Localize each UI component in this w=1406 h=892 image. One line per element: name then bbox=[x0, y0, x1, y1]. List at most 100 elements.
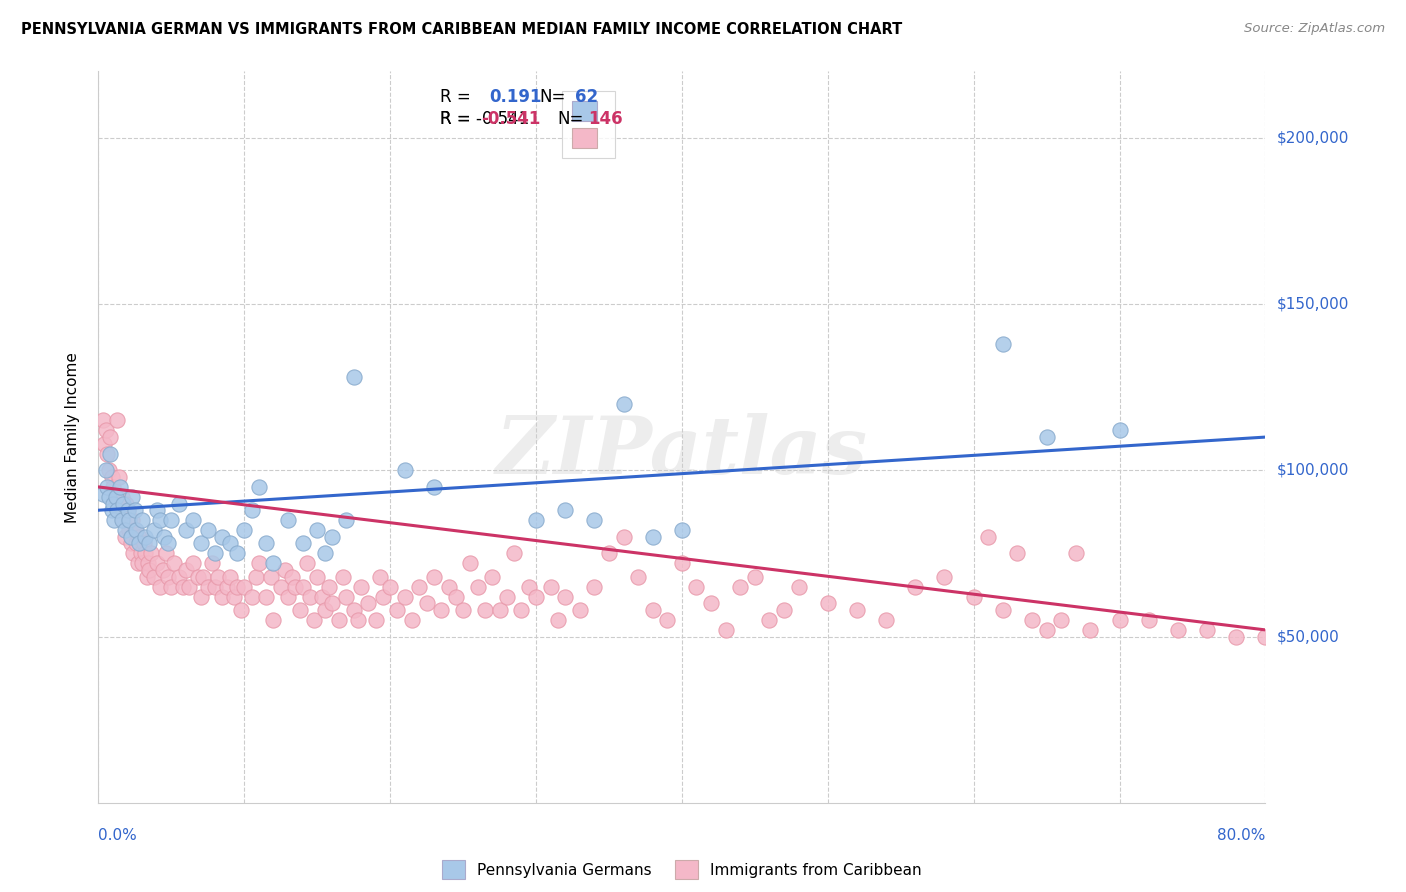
Point bbox=[122, 546, 145, 560]
Point bbox=[120, 530, 142, 544]
Point bbox=[160, 513, 183, 527]
Point bbox=[307, 570, 329, 584]
Point bbox=[641, 603, 664, 617]
Point bbox=[96, 447, 118, 461]
Point bbox=[190, 590, 212, 604]
Point bbox=[423, 570, 446, 584]
Point bbox=[1035, 623, 1057, 637]
Point bbox=[262, 557, 284, 571]
Point bbox=[247, 480, 270, 494]
Point bbox=[773, 603, 796, 617]
Point bbox=[298, 590, 321, 604]
Point bbox=[307, 523, 329, 537]
Point bbox=[157, 536, 180, 550]
Point bbox=[488, 603, 510, 617]
Point bbox=[172, 580, 194, 594]
Point bbox=[277, 590, 299, 604]
Point bbox=[408, 580, 430, 594]
Point bbox=[875, 613, 897, 627]
Text: -0.541: -0.541 bbox=[481, 110, 540, 128]
Point bbox=[226, 546, 249, 560]
Point bbox=[547, 613, 569, 627]
Point bbox=[700, 596, 723, 610]
Point bbox=[108, 470, 131, 484]
Point bbox=[132, 536, 155, 550]
Point bbox=[174, 563, 197, 577]
Point bbox=[128, 530, 150, 544]
Point bbox=[111, 490, 134, 504]
Point bbox=[215, 580, 238, 594]
Point bbox=[181, 557, 204, 571]
Point bbox=[100, 470, 122, 484]
Point bbox=[437, 580, 460, 594]
Point bbox=[1137, 613, 1160, 627]
Point bbox=[991, 337, 1014, 351]
Point bbox=[423, 480, 446, 494]
Point bbox=[934, 570, 956, 584]
Point bbox=[524, 590, 547, 604]
Point bbox=[110, 480, 132, 494]
Point bbox=[671, 557, 693, 571]
Point bbox=[1254, 630, 1277, 644]
Point bbox=[1007, 546, 1029, 560]
Point bbox=[503, 546, 526, 560]
Point bbox=[517, 580, 540, 594]
Point bbox=[190, 536, 212, 550]
Point bbox=[524, 513, 547, 527]
Point bbox=[321, 596, 343, 610]
Point bbox=[146, 557, 169, 571]
Point bbox=[98, 447, 121, 461]
Text: N=: N= bbox=[540, 88, 565, 106]
Text: $50,000: $50,000 bbox=[1277, 629, 1340, 644]
Point bbox=[496, 590, 519, 604]
Point bbox=[187, 570, 209, 584]
Point bbox=[415, 596, 437, 610]
Point bbox=[103, 490, 125, 504]
Point bbox=[117, 503, 139, 517]
Text: $200,000: $200,000 bbox=[1277, 130, 1348, 145]
Point bbox=[134, 530, 156, 544]
Point bbox=[93, 436, 115, 450]
Point bbox=[97, 490, 120, 504]
Point bbox=[101, 497, 124, 511]
Point bbox=[128, 536, 150, 550]
Point bbox=[314, 546, 336, 560]
Point bbox=[91, 413, 114, 427]
Point bbox=[247, 557, 270, 571]
Point bbox=[627, 570, 650, 584]
Point bbox=[121, 490, 143, 504]
Point bbox=[211, 590, 233, 604]
Point bbox=[904, 580, 927, 594]
Point bbox=[97, 463, 120, 477]
Point bbox=[101, 480, 124, 494]
Point bbox=[112, 497, 135, 511]
Point bbox=[332, 570, 354, 584]
Point bbox=[714, 623, 737, 637]
Point bbox=[103, 513, 125, 527]
Point bbox=[245, 570, 267, 584]
Point bbox=[430, 603, 453, 617]
Point bbox=[204, 546, 226, 560]
Point bbox=[94, 463, 117, 477]
Point bbox=[288, 603, 311, 617]
Point bbox=[270, 580, 292, 594]
Point bbox=[321, 530, 343, 544]
Point bbox=[347, 613, 370, 627]
Text: R =: R = bbox=[440, 88, 471, 106]
Point bbox=[211, 530, 233, 544]
Text: R =: R = bbox=[440, 110, 471, 128]
Point bbox=[218, 570, 240, 584]
Point bbox=[598, 546, 620, 560]
Point bbox=[118, 523, 141, 537]
Point bbox=[641, 530, 664, 544]
Point bbox=[394, 463, 416, 477]
Point bbox=[112, 513, 135, 527]
Point bbox=[1195, 623, 1218, 637]
Text: Source: ZipAtlas.com: Source: ZipAtlas.com bbox=[1244, 22, 1385, 36]
Point bbox=[155, 546, 177, 560]
Point bbox=[364, 613, 387, 627]
Point bbox=[394, 590, 416, 604]
Point bbox=[460, 557, 482, 571]
Point bbox=[160, 580, 183, 594]
Point bbox=[335, 513, 357, 527]
